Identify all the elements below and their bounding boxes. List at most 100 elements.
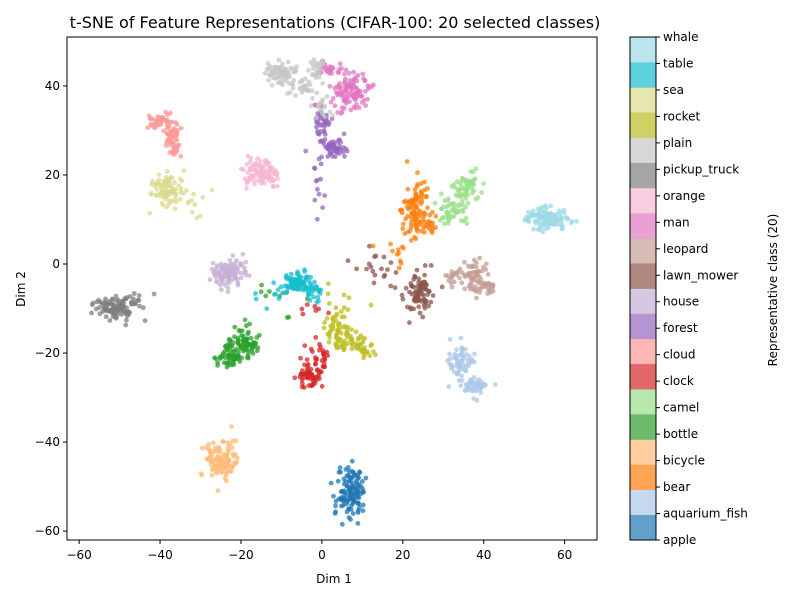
- point-lawn_mower: [364, 266, 369, 272]
- point-bear: [413, 205, 419, 211]
- point-orange: [252, 173, 258, 179]
- point-whale: [539, 225, 545, 230]
- colorbar-frame: [629, 36, 657, 541]
- point-plain: [320, 80, 326, 86]
- colorbar-segment-camel: [630, 389, 656, 415]
- point-orange: [238, 166, 244, 172]
- point-aquarium_fish: [446, 384, 452, 389]
- colorbar-segment-bear: [630, 464, 656, 490]
- y-tick-label: 40: [45, 79, 60, 93]
- point-house: [232, 275, 238, 280]
- point-sea: [173, 186, 179, 192]
- point-pickup_truck: [151, 291, 157, 297]
- series-table: [253, 267, 324, 311]
- point-clock: [299, 372, 305, 378]
- point-bear: [400, 226, 406, 232]
- point-apple: [328, 480, 334, 486]
- point-rocket: [367, 353, 373, 358]
- point-clock: [303, 371, 309, 377]
- point-aquarium_fish: [471, 384, 477, 390]
- series-lawn_mower: [345, 243, 445, 325]
- point-forest: [322, 120, 328, 125]
- point-camel: [442, 221, 447, 227]
- point-cloud: [160, 115, 166, 121]
- point-sea: [179, 178, 185, 184]
- point-house: [225, 289, 231, 295]
- point-camel: [472, 176, 478, 182]
- point-rocket: [330, 326, 336, 332]
- point-table: [264, 306, 270, 311]
- point-sea: [160, 202, 166, 208]
- point-sea: [176, 183, 182, 189]
- point-bottle: [226, 352, 232, 358]
- point-bear: [413, 191, 419, 197]
- point-clock: [316, 306, 322, 312]
- point-lawn_mower: [381, 254, 387, 260]
- series-bottle: [212, 282, 310, 370]
- point-sea: [181, 190, 187, 196]
- point-forest: [314, 216, 320, 222]
- point-table: [275, 287, 281, 293]
- point-cloud: [163, 143, 169, 149]
- point-aquarium_fish: [459, 378, 465, 384]
- point-pickup_truck: [119, 299, 125, 304]
- point-pickup_truck: [140, 305, 146, 311]
- point-bicycle: [229, 464, 235, 470]
- point-bicycle: [216, 463, 222, 468]
- point-table: [273, 291, 278, 297]
- point-plain: [309, 88, 315, 94]
- point-forest: [341, 131, 347, 137]
- point-pickup_truck: [103, 296, 108, 302]
- point-bicycle: [220, 461, 226, 467]
- point-table: [253, 291, 258, 296]
- point-lawn_mower: [385, 267, 390, 272]
- point-rocket: [327, 330, 333, 335]
- point-table: [284, 273, 289, 278]
- x-axis-label: Dim 1: [316, 572, 352, 586]
- point-camel: [463, 204, 469, 210]
- plot-frame: [66, 36, 598, 541]
- point-table: [289, 271, 294, 277]
- point-house: [225, 270, 231, 275]
- point-whale: [569, 219, 575, 224]
- point-whale: [543, 203, 548, 209]
- point-table: [305, 285, 311, 291]
- point-whale: [524, 217, 530, 222]
- point-cloud: [178, 153, 184, 159]
- point-lawn_mower: [428, 299, 434, 305]
- point-bottle: [254, 348, 260, 354]
- point-apple: [355, 521, 361, 526]
- colorbar-segment-whale: [630, 37, 656, 63]
- series-rocket: [321, 281, 378, 361]
- point-plain: [324, 94, 330, 99]
- point-man: [330, 96, 336, 101]
- point-forest: [318, 161, 324, 167]
- point-lawn_mower: [420, 314, 426, 320]
- point-rocket: [355, 336, 361, 342]
- point-whale: [551, 220, 556, 226]
- point-bicycle: [222, 475, 228, 481]
- point-plain: [281, 71, 287, 77]
- point-whale: [543, 212, 549, 218]
- point-plain: [280, 61, 285, 67]
- point-bicycle: [211, 449, 216, 454]
- point-camel: [457, 202, 462, 208]
- point-whale: [545, 218, 550, 223]
- point-lawn_mower: [382, 272, 388, 278]
- point-whale: [530, 208, 536, 214]
- series-whale: [522, 203, 580, 235]
- point-camel: [481, 181, 486, 187]
- point-clock: [319, 369, 324, 375]
- point-leopard: [479, 268, 485, 274]
- point-table: [295, 285, 301, 291]
- point-apple: [363, 475, 369, 481]
- point-rocket: [337, 336, 343, 342]
- point-rocket: [321, 325, 327, 331]
- point-bottle: [250, 351, 256, 356]
- point-forest: [331, 144, 337, 150]
- point-camel: [470, 169, 476, 175]
- point-house: [237, 263, 243, 268]
- point-table: [312, 279, 317, 285]
- point-clock: [312, 361, 318, 367]
- point-bicycle: [217, 449, 223, 455]
